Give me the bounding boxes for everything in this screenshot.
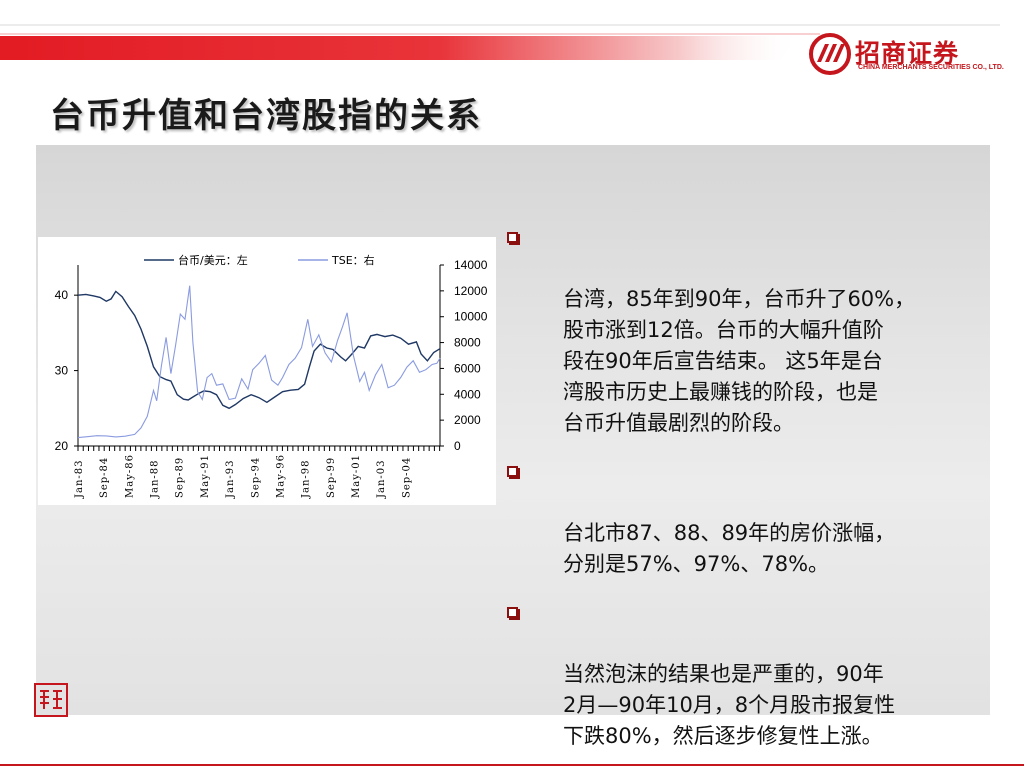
x-axis-tick-label: Jan-03 (376, 459, 387, 499)
legend-label: 台币/美元：左 (178, 253, 248, 267)
right-axis-tick-label: 2000 (454, 413, 481, 427)
x-axis-tick-label: Jan-88 (150, 459, 161, 499)
square-bullet-icon (507, 232, 518, 243)
left-axis-tick-label: 30 (55, 364, 69, 378)
x-axis-tick-label: Jan-98 (301, 459, 312, 499)
series-line-tse (77, 285, 441, 439)
x-axis-tick-label: May-96 (275, 454, 286, 498)
chart-container: 20 30 40 0 2000 4000 6000 8000 10000 12000 14000 Ja… (38, 237, 496, 505)
x-axis-tick-label: May-91 (200, 454, 211, 498)
company-logo: 招商证券 CHINA MERCHANTS SECURITIES CO., LTD… (808, 30, 1008, 80)
logo-chinese-name: 招商证券 (855, 39, 960, 68)
bullet-text: 台湾，85年到90年，台币升了60%， 股市涨到12倍。台币的大幅升值阶 段在9… (563, 287, 916, 435)
left-axis-tick-label: 40 (55, 288, 69, 302)
bullet-item: 台湾，85年到90年，台币升了60%， 股市涨到12倍。台币的大幅升值阶 段在9… (505, 222, 995, 439)
legend-label: TSE：右 (331, 253, 375, 267)
left-axis-tick-label: 20 (55, 439, 69, 453)
header-bar (0, 24, 1000, 60)
right-axis-tick-label: 12000 (454, 284, 488, 298)
right-axis-tick-label: 4000 (454, 387, 481, 401)
x-axis-tick-label: Sep-84 (99, 457, 110, 498)
x-axis-tick-label: Jan-93 (225, 459, 236, 499)
x-axis-tick-label: May-01 (351, 454, 362, 498)
x-axis-tick-label: Jan-83 (74, 459, 85, 499)
right-axis-tick-label: 0 (454, 439, 461, 453)
series-line-twd-usd (77, 290, 441, 410)
x-axis-tick-label: May-86 (124, 454, 135, 498)
right-axis-tick-label: 8000 (454, 336, 481, 350)
slide-title: 台币升值和台湾股指的关系 (50, 96, 482, 136)
bullet-text: 台北市87、88、89年的房价涨幅， 分别是57%、97%、78%。 (563, 521, 896, 576)
square-bullet-icon (507, 466, 518, 477)
right-axis-tick-label: 6000 (454, 361, 481, 375)
bullet-text: 当然泡沫的结果也是严重的，90年 2月—90年10月，8个月股市报复性 下跌80… (563, 662, 896, 748)
bullet-list: 台湾，85年到90年，台币升了60%， 股市涨到12倍。台币的大幅升值阶 段在9… (505, 222, 995, 769)
bullet-item: 当然泡沫的结果也是严重的，90年 2月—90年10月，8个月股市报复性 下跌80… (505, 597, 995, 752)
x-axis-tick-label: Sep-94 (250, 457, 261, 498)
square-bullet-icon (507, 607, 518, 618)
logo-emblem-icon (809, 33, 851, 75)
logo-english-name: CHINA MERCHANTS SECURITIES CO., LTD. (858, 64, 1004, 71)
x-axis-tick-label: Sep-99 (326, 457, 337, 498)
right-axis-tick-label: 14000 (454, 258, 488, 272)
footer-line (0, 764, 1024, 766)
x-axis-tick-label: Sep-04 (401, 457, 412, 498)
bullet-item: 台北市87、88、89年的房价涨幅， 分别是57%、97%、78%。 (505, 456, 995, 580)
right-axis-tick-label: 10000 (454, 310, 488, 324)
seal-stamp-icon (34, 683, 68, 717)
x-axis-tick-label: Sep-89 (175, 457, 186, 498)
exchange-rate-vs-tse-chart: 20 30 40 0 2000 4000 6000 8000 10000 12000 14000 Ja… (55, 253, 488, 499)
